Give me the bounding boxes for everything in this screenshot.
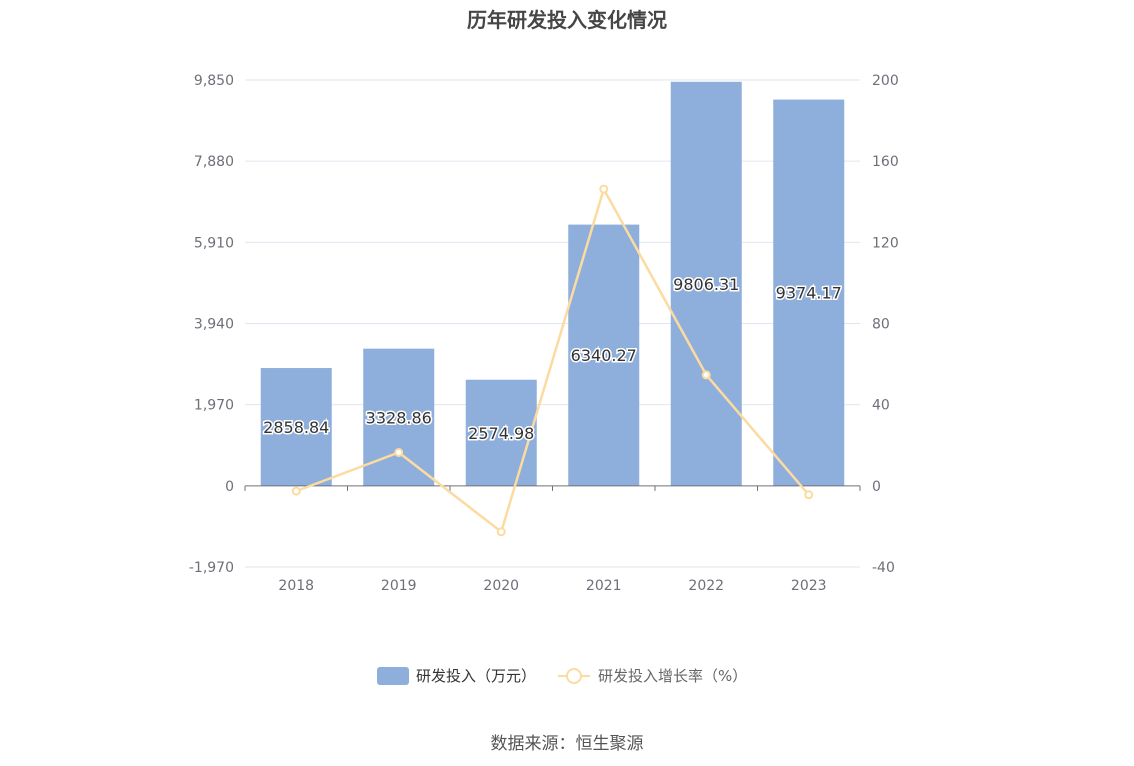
x-tick-label: 2020	[483, 578, 519, 594]
data-source: 数据来源：恒生聚源	[490, 734, 644, 754]
right-tick-label: 160	[872, 154, 899, 170]
left-tick-label: 5,910	[194, 235, 234, 251]
line-point[interactable]	[496, 527, 506, 537]
right-tick-label: -40	[872, 560, 895, 576]
bar[interactable]	[773, 99, 845, 486]
right-y-axis: -40 0 40 80 120 160 200	[872, 73, 899, 576]
right-tick-label: 40	[872, 398, 890, 414]
bar-value-label: 2858.84	[263, 418, 329, 437]
line-point[interactable]	[599, 184, 609, 194]
line-point[interactable]	[701, 370, 711, 380]
legend-item-bar[interactable]: 研发投入（万元）	[377, 667, 536, 685]
legend-line-marker	[566, 668, 582, 684]
bar-value-label: 3328.86	[366, 408, 432, 427]
bar[interactable]	[670, 81, 742, 486]
legend-item-line[interactable]: 研发投入增长率（%）	[558, 667, 747, 685]
x-tick-label: 2022	[688, 578, 724, 594]
growth-rate-line	[295, 185, 810, 534]
bar[interactable]	[260, 368, 332, 486]
chart-title: 历年研发投入变化情况	[467, 8, 667, 32]
right-tick-label: 120	[872, 235, 899, 251]
right-tick-label: 0	[872, 479, 881, 495]
left-tick-label: 7,880	[194, 154, 234, 170]
left-tick-label: 1,970	[194, 398, 234, 414]
line-point[interactable]	[804, 490, 814, 500]
left-tick-label: 9,850	[194, 73, 234, 89]
legend: 研发投入（万元） 研发投入增长率（%）	[377, 667, 747, 685]
bar[interactable]	[465, 379, 537, 486]
x-axis: 2018 2019 2020 2021 2022 2023	[244, 485, 861, 594]
x-tick-label: 2019	[381, 578, 417, 594]
bar-value-label: 6340.27	[571, 346, 637, 365]
right-tick-label: 80	[872, 317, 890, 333]
left-tick-label: 0	[225, 479, 234, 495]
bar-value-label: 9374.17	[776, 284, 842, 303]
line-point[interactable]	[394, 447, 404, 457]
legend-line-label: 研发投入增长率（%）	[598, 667, 747, 685]
bar-value-label: 2574.98	[468, 424, 534, 443]
right-tick-label: 200	[872, 73, 899, 89]
x-tick-label: 2018	[278, 578, 314, 594]
left-y-axis: -1,970 0 1,970 3,940 5,910 7,880 9,850	[189, 73, 234, 576]
bar-value-label: 9806.31	[673, 275, 739, 294]
bar-value-labels: 2858.84 3328.86 2574.98 6340.27 9806.31 9374.…	[262, 273, 844, 444]
left-tick-label: 3,940	[194, 317, 234, 333]
bar[interactable]	[363, 348, 435, 486]
left-tick-label: -1,970	[189, 560, 234, 576]
x-tick-label: 2023	[791, 578, 827, 594]
legend-bar-swatch	[377, 667, 409, 685]
legend-bar-label: 研发投入（万元）	[416, 667, 536, 685]
bar-series	[260, 81, 845, 486]
line-point[interactable]	[291, 486, 301, 496]
line-series	[291, 184, 814, 537]
x-tick-label: 2021	[586, 578, 622, 594]
grid-lines	[245, 79, 860, 568]
